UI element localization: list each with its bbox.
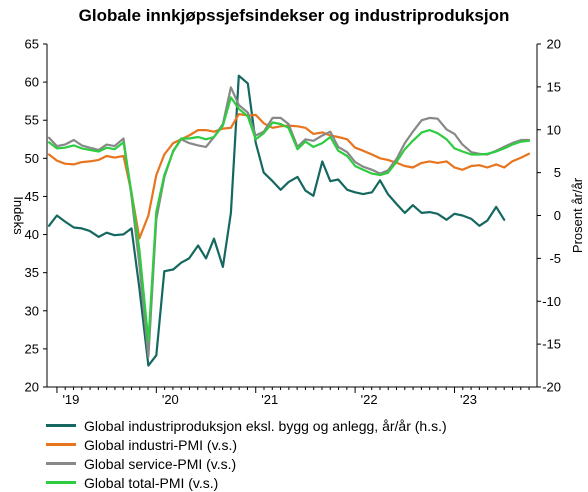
right-tick-label: 0 <box>554 208 561 223</box>
left-tick-label: 65 <box>25 37 39 52</box>
left-tick-label: 40 <box>25 227 39 242</box>
legend-item-services-pmi: Global service-PMI (v.s.) <box>46 454 447 473</box>
right-tick-label: -5 <box>549 251 561 266</box>
legend-swatch-services-pmi <box>46 462 76 465</box>
left-tick-label: 45 <box>25 189 39 204</box>
legend-label-services-pmi: Global service-PMI (v.s.) <box>84 455 237 472</box>
right-tick-label: 20 <box>547 37 561 52</box>
legend-item-industrial-production: Global industriproduksjon eksl. bygg og … <box>46 416 447 435</box>
right-tick-label: 10 <box>547 122 561 137</box>
right-tick-label: 15 <box>547 79 561 94</box>
legend-item-manufacturing-pmi: Global industri-PMI (v.s.) <box>46 435 447 454</box>
series-line-composite-pmi <box>47 96 531 343</box>
left-tick-label: 60 <box>25 75 39 90</box>
right-tick-label: -10 <box>542 294 561 309</box>
left-tick-label: 20 <box>25 380 39 395</box>
series-line-industrial-production <box>47 74 506 367</box>
legend-label-manufacturing-pmi: Global industri-PMI (v.s.) <box>84 436 237 453</box>
x-tick-label: '20 <box>162 392 179 407</box>
left-tick-label: 25 <box>25 341 39 356</box>
left-tick-label: 30 <box>25 303 39 318</box>
legend-swatch-manufacturing-pmi <box>46 443 76 446</box>
legend-label-composite-pmi: Global total-PMI (v.s.) <box>84 474 219 491</box>
x-tick-label: '21 <box>261 392 278 407</box>
legend: Global industriproduksjon eksl. bygg og … <box>46 416 447 492</box>
left-tick-label: 55 <box>25 113 39 128</box>
right-tick-label: -15 <box>542 337 561 352</box>
legend-swatch-industrial-production <box>46 424 76 427</box>
legend-item-composite-pmi: Global total-PMI (v.s.) <box>46 473 447 492</box>
left-tick-label: 35 <box>25 265 39 280</box>
left-axis-title: Indeks <box>11 196 26 235</box>
legend-label-industrial-production: Global industriproduksjon eksl. bygg og … <box>84 417 447 434</box>
x-tick-label: '22 <box>361 392 378 407</box>
left-tick-label: 50 <box>25 151 39 166</box>
right-axis-title: Prosent år/år <box>570 177 585 253</box>
x-tick-label: '23 <box>460 392 477 407</box>
chart-title: Globale innkjøpssjefsindekser og industr… <box>78 6 510 25</box>
axes: 6560555045403530252020151050-5-10-15-20'… <box>11 37 585 408</box>
right-tick-label: 5 <box>554 165 561 180</box>
series-layer <box>47 74 531 367</box>
right-tick-label: -20 <box>542 380 561 395</box>
x-tick-label: '19 <box>62 392 79 407</box>
series-line-manufacturing-pmi <box>47 113 531 240</box>
legend-swatch-composite-pmi <box>46 481 76 484</box>
